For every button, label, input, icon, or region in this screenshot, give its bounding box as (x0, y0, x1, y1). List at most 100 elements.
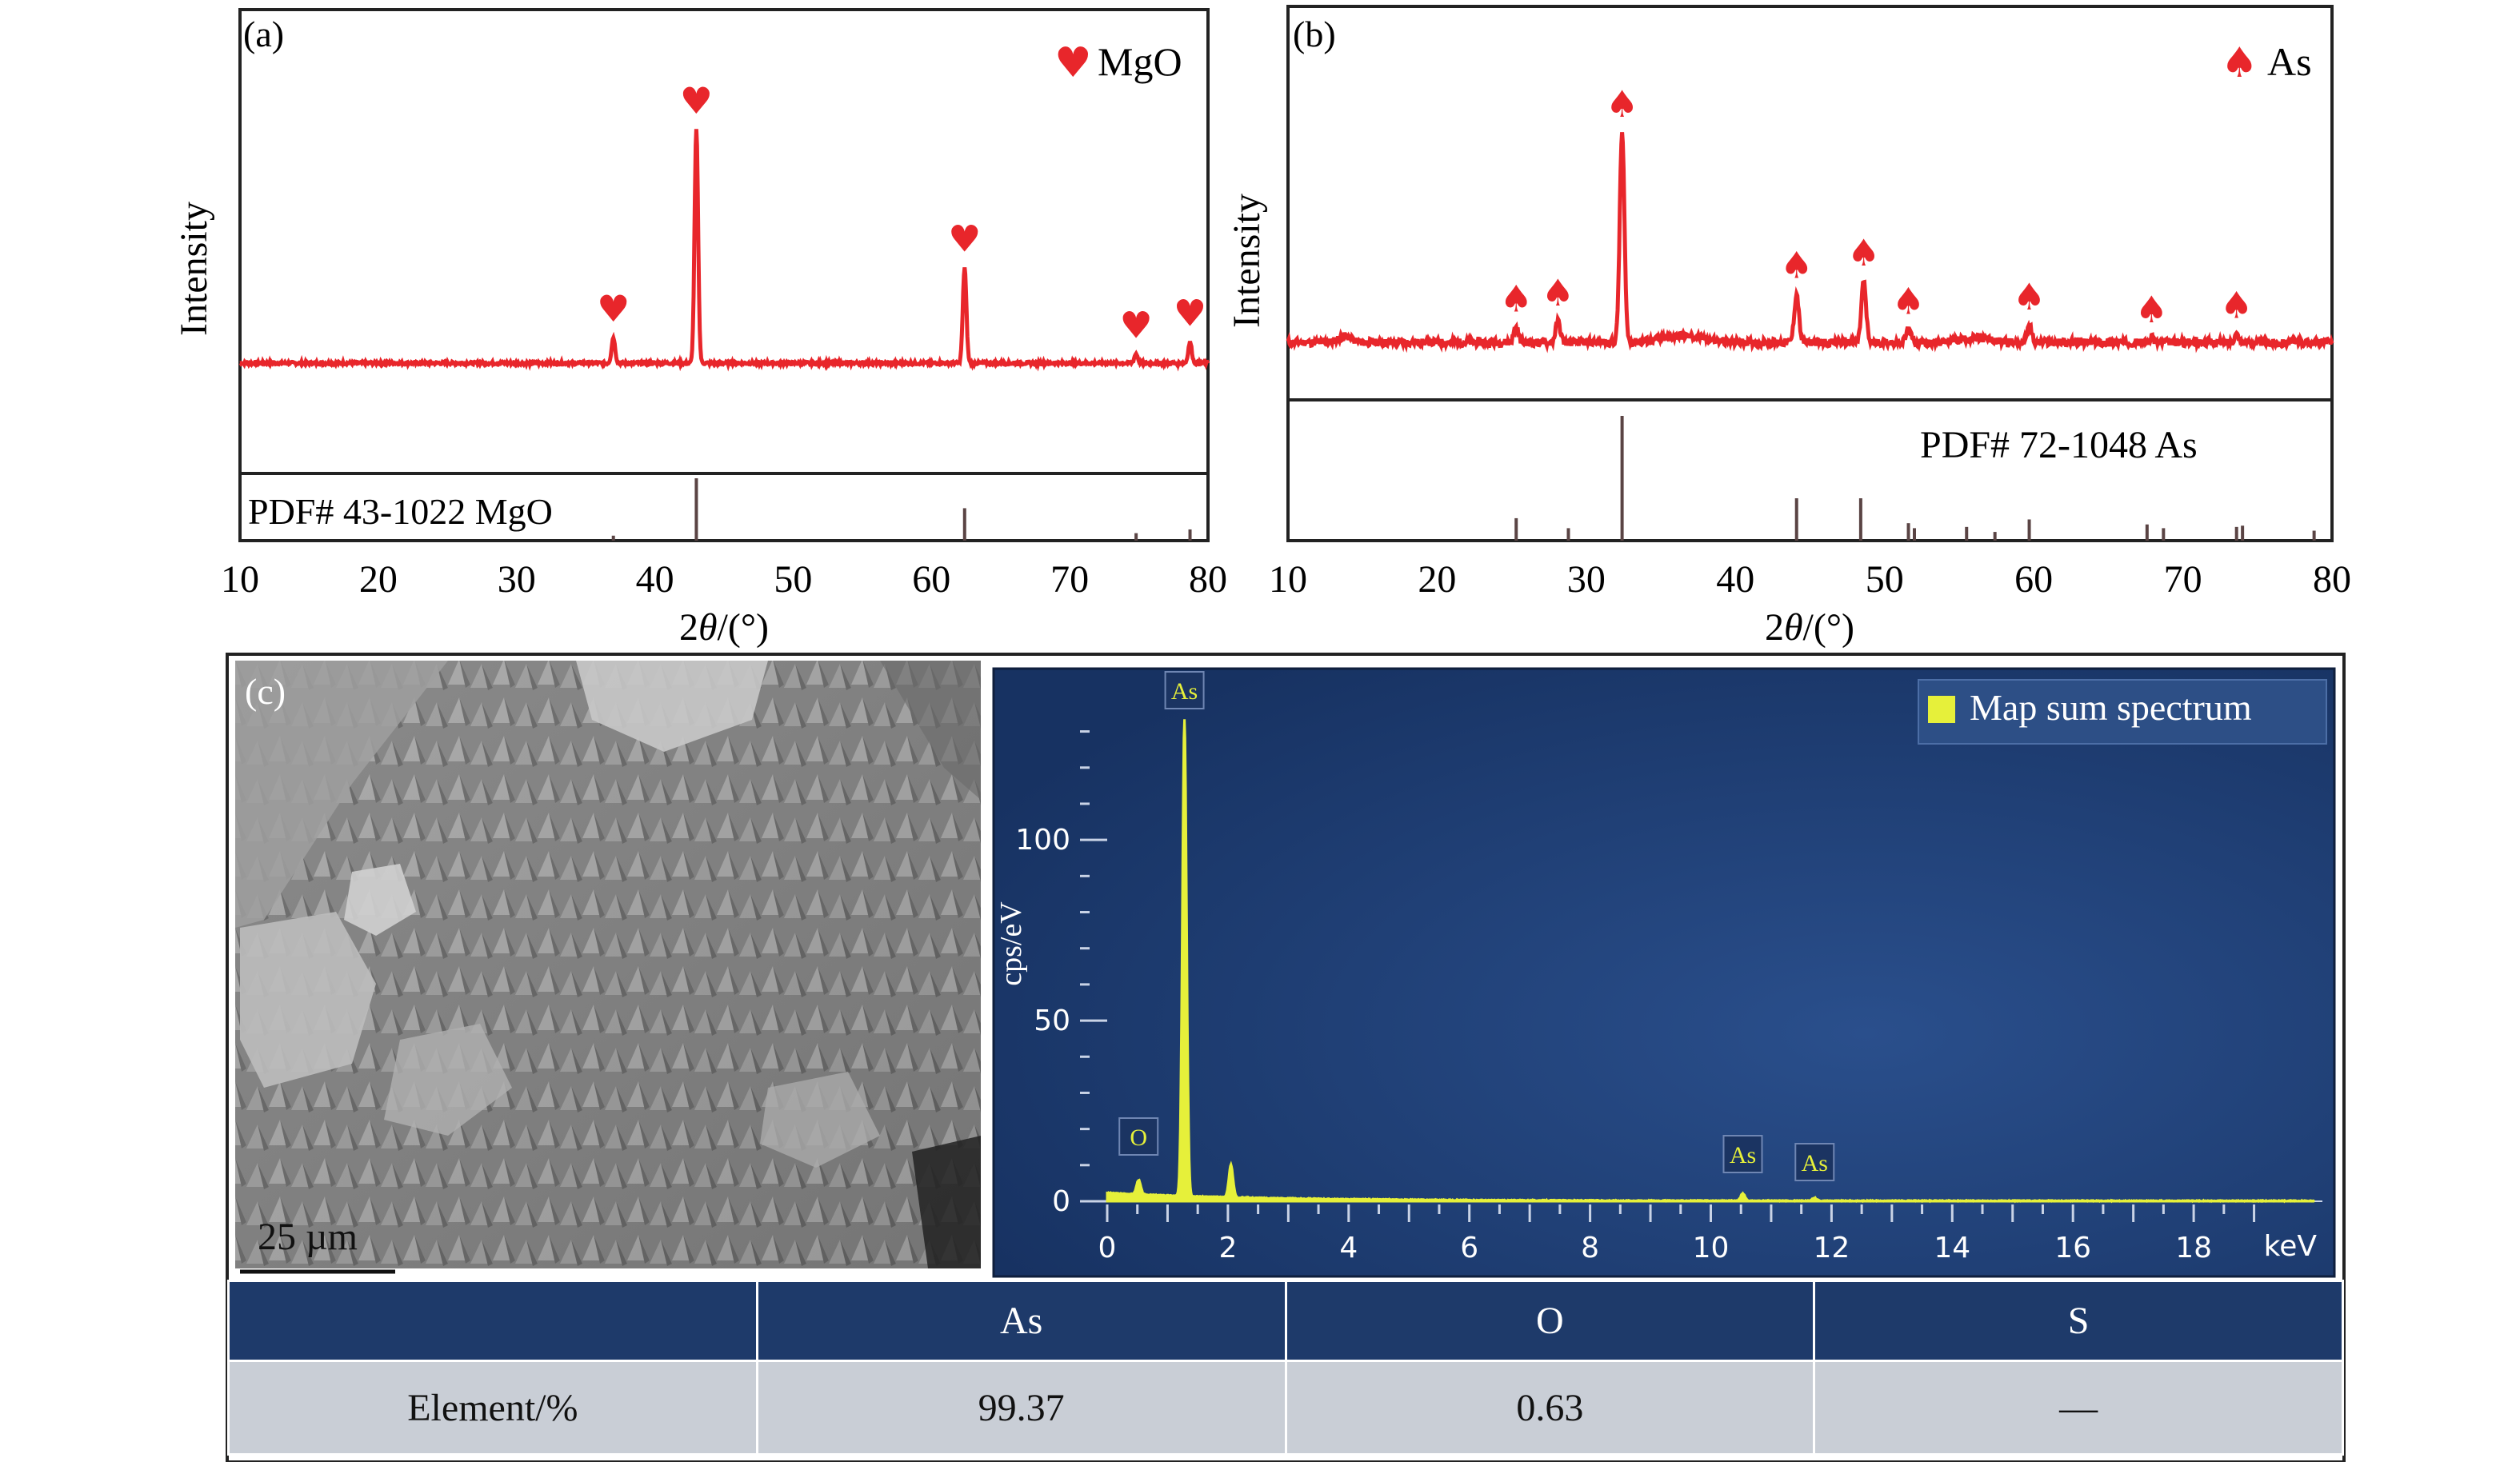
panel-a-xrd-mgo: (a) ♥ MgO Intensity ♥ ♥ ♥ ♥ ♥ PDF# 43-1022 M… (173, 8, 1227, 649)
eds-peak-label-as: As (1722, 1135, 1763, 1173)
table-header-as: As (755, 1280, 1287, 1362)
table-row-label: Element/% (227, 1360, 758, 1456)
panel-a-legend: ♥ MgO (1054, 39, 1182, 87)
spade-icon: ♠ (2013, 275, 2046, 318)
panel-a-legend-label: MgO (1098, 39, 1182, 84)
spade-icon: ♠ (1847, 231, 1880, 274)
sem-shadow-right (880, 661, 981, 800)
x-tick-label: 30 (1567, 558, 1606, 601)
eds-peak-label-text: O (1130, 1124, 1147, 1151)
heart-icon: ♥ (1174, 292, 1206, 335)
panel-b-xrd-as: (b) ♠ As Intensity ♠ ♠♠♠ ♠♠ ♠ ♠ ♠ PDF# 72-104… (1226, 5, 2351, 649)
x-tick-label: 40 (1716, 558, 1754, 601)
panel-b-legend: ♠ As (2221, 39, 2312, 87)
eds-peak-label-box (1118, 1117, 1159, 1156)
x-tick-label: 80 (2313, 558, 2351, 601)
table-header-o: O (1284, 1280, 1816, 1362)
eds-x-tick-label: 18 (2175, 1232, 2212, 1264)
table-cell-as: 99.37 (755, 1360, 1287, 1456)
panel-a-frame (238, 8, 1210, 475)
panel-a-label: (a) (243, 14, 284, 54)
panel-a-reference-frame (238, 472, 1210, 542)
sem-bottom-strip (235, 1268, 981, 1276)
eds-plot-area (992, 667, 2336, 1278)
spade-icon: ♠ (1606, 82, 1638, 126)
sem-plate-top-left (235, 661, 448, 928)
x-tick-label: 30 (498, 558, 536, 601)
eds-x-tick-label: 4 (1339, 1232, 1358, 1264)
eds-peak-label-text: As (1802, 1150, 1828, 1176)
eds-x-tick-label: 2 (1218, 1232, 1237, 1264)
spade-icon: ♠ (1500, 278, 1533, 321)
eds-xlabel: keV (2264, 1230, 2318, 1263)
x-tick-label: 70 (2164, 558, 2202, 601)
eds-peak-label-box (1164, 671, 1205, 709)
eds-x-tick-label: 12 (1813, 1232, 1850, 1264)
panel-a-xrd-trace (238, 129, 1210, 372)
panel-b-ylabel: Intensity (1226, 194, 1268, 328)
eds-peak-label-text: As (1171, 678, 1198, 705)
panel-b-frame (1286, 5, 2334, 401)
spade-icon: ♠ (2220, 284, 2253, 327)
x-tick-label: 50 (774, 558, 812, 601)
eds-y-tick-label: 0 (1052, 1185, 1070, 1218)
spade-icon: ♠ (1780, 244, 1813, 287)
sem-particle-small-1 (344, 864, 416, 936)
sem-particle-small-3 (760, 1072, 880, 1168)
eds-peak-label-as: As (1164, 671, 1205, 709)
x-tick-label: 20 (359, 558, 398, 601)
panel-a-reference-label: PDF# 43-1022 MgO (248, 491, 553, 532)
element-table: As O S Element/% 99.37 0.63 — (227, 1280, 2344, 1456)
x-tick-label: 10 (221, 558, 259, 601)
heart-icon: ♥ (1054, 39, 1092, 87)
table-header-empty (227, 1280, 758, 1362)
eds-x-tick-label: 0 (1098, 1232, 1117, 1264)
eds-peak-label-text: As (1730, 1142, 1756, 1168)
heart-icon: ♥ (680, 79, 713, 122)
x-tick-label: 20 (1418, 558, 1456, 601)
sem-image: 25 µm (235, 661, 981, 1276)
eds-x-tick-label: 14 (1934, 1232, 1970, 1264)
x-tick-label: 40 (636, 558, 674, 601)
panel-b-label: (b) (1293, 14, 1336, 54)
sem-particle-small-2 (384, 1024, 512, 1136)
eds-legend-label: Map sum spectrum (1970, 687, 2252, 728)
eds-spectrum: Map sum spectrum cps/eV keV 0 2 4 6 8 10 12 14 1… (992, 667, 2336, 1278)
spade-icon: ♠ (1892, 279, 1925, 322)
sem-particle-left (240, 912, 376, 1088)
panel-b-xlabel: 2θ/(°) (1765, 606, 1854, 649)
panel-b-xrd-trace (1286, 132, 2334, 354)
heart-icon: ♥ (948, 217, 981, 260)
table-header-s: S (1813, 1280, 2344, 1362)
heart-icon: ♥ (1119, 303, 1152, 346)
eds-peak-label-o: O (1118, 1117, 1159, 1156)
spade-icon: ♠ (1542, 271, 1574, 314)
x-tick-label: 80 (1189, 558, 1227, 601)
eds-peak-label-box (1722, 1135, 1763, 1173)
eds-x-tick-label: 10 (1693, 1232, 1730, 1264)
eds-legend-box (1918, 679, 2327, 745)
sem-dark-corner (912, 1136, 981, 1268)
panel-b-reference-label: PDF# 72-1048 As (1920, 424, 2198, 466)
panel-b-legend-label: As (2267, 39, 2312, 84)
panel-c-label: (c) (245, 671, 286, 712)
sem-scale-bar-label: 25 µm (258, 1216, 358, 1258)
panel-b-reference-frame (1286, 398, 2334, 542)
eds-x-tick-label: 16 (2054, 1232, 2091, 1264)
eds-ylabel: cps/eV (994, 901, 1028, 986)
panel-a-xlabel: 2θ/(°) (679, 606, 769, 649)
x-tick-label: 60 (2014, 558, 2053, 601)
x-tick-label: 50 (1866, 558, 1904, 601)
x-tick-label: 70 (1050, 558, 1089, 601)
eds-peak-label-as: As (1794, 1143, 1835, 1181)
eds-x-tick-label: 8 (1581, 1232, 1599, 1264)
table-cell-s: — (1813, 1360, 2344, 1456)
eds-spectrum-trace (1106, 719, 2315, 1204)
spade-icon: ♠ (2221, 39, 2258, 87)
table-cell-o: 0.63 (1284, 1360, 1816, 1456)
x-tick-label: 60 (912, 558, 950, 601)
panel-a-ylabel: Intensity (173, 202, 215, 336)
eds-y-tick-label: 50 (1034, 1005, 1070, 1037)
eds-y-tick-label: 100 (1015, 824, 1070, 857)
eds-legend-swatch (1928, 696, 1955, 723)
